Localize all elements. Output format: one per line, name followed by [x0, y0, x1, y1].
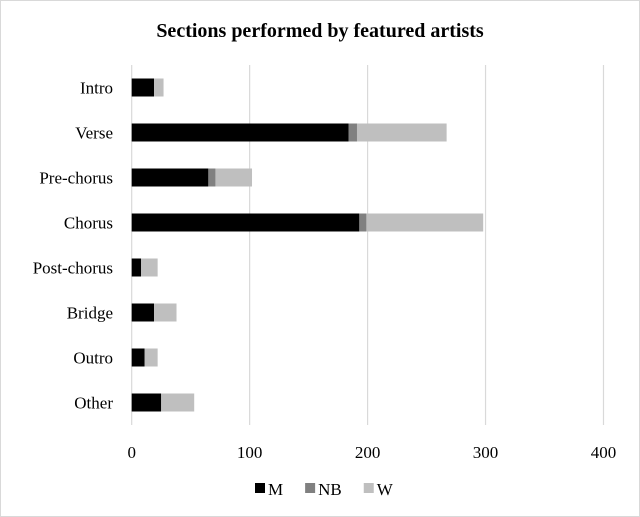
category-label: Bridge [67, 304, 113, 323]
category-label: Intro [80, 79, 113, 98]
x-tick-label: 0 [127, 443, 136, 462]
bar-M-Post-chorus [131, 258, 142, 277]
bar-W-Bridge [154, 303, 177, 322]
x-tick-label: 400 [591, 443, 617, 462]
bar-NB-Pre-chorus [208, 168, 216, 187]
bar-W-Other [161, 393, 195, 412]
legend-swatch-M [255, 483, 265, 493]
bar-M-Outro [131, 348, 145, 367]
bar-W-Pre-chorus [215, 168, 253, 187]
category-label: Chorus [64, 214, 113, 233]
x-tick-label: 100 [237, 443, 263, 462]
category-label: Post-chorus [33, 259, 113, 278]
x-tick-label: 300 [473, 443, 499, 462]
bar-M-Chorus [131, 213, 360, 232]
category-label: Outro [73, 349, 113, 368]
bar-W-Intro [154, 78, 164, 97]
legend-swatch-NB [305, 483, 316, 493]
category-label: Verse [75, 124, 113, 143]
chart-title: Sections performed by featured artists [156, 20, 484, 42]
bar-M-Pre-chorus [131, 168, 209, 187]
bar-W-Verse [356, 123, 447, 142]
legend-label-W: W [377, 480, 394, 499]
bar-W-Outro [144, 348, 158, 367]
legend-label-M: M [268, 480, 283, 499]
bar-M-Verse [131, 123, 349, 142]
category-label: Pre-chorus [39, 169, 113, 188]
category-label: Other [74, 394, 113, 413]
legend-label-NB: NB [318, 480, 342, 499]
bar-M-Other [131, 393, 162, 412]
bar-NB-Verse [348, 123, 357, 142]
bar-W-Post-chorus [141, 258, 158, 277]
bar-W-Chorus [366, 213, 484, 232]
bar-M-Bridge [131, 303, 155, 322]
bar-NB-Chorus [359, 213, 367, 232]
x-tick-label: 200 [355, 443, 381, 462]
bar-M-Intro [131, 78, 155, 97]
legend-swatch-W [363, 483, 374, 493]
